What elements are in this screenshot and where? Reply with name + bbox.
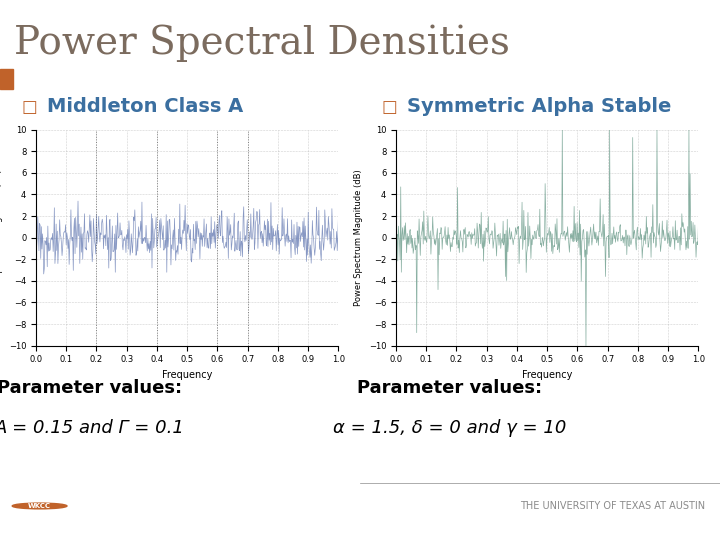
- Text: Power Spectral Densities: Power Spectral Densities: [14, 24, 510, 62]
- FancyBboxPatch shape: [0, 69, 13, 89]
- Text: Middleton Class A: Middleton Class A: [47, 97, 243, 116]
- Y-axis label: Power Spectrum Magnitude (dB): Power Spectrum Magnitude (dB): [0, 169, 3, 306]
- Text: α = 1.5, δ = 0 and γ = 10: α = 1.5, δ = 0 and γ = 10: [333, 419, 567, 437]
- Text: THE UNIVERSITY OF TEXAS AT AUSTIN: THE UNIVERSITY OF TEXAS AT AUSTIN: [521, 501, 706, 511]
- Text: □: □: [22, 98, 37, 116]
- Circle shape: [12, 503, 67, 509]
- Text: Symmetric Alpha Stable: Symmetric Alpha Stable: [407, 97, 671, 116]
- Text: □: □: [382, 98, 397, 116]
- X-axis label: Frequency: Frequency: [162, 370, 212, 380]
- X-axis label: Frequency: Frequency: [522, 370, 572, 380]
- Text: Parameter values:: Parameter values:: [357, 379, 543, 397]
- Y-axis label: Power Spectrum Magnitude (dB): Power Spectrum Magnitude (dB): [354, 169, 363, 306]
- Text: Parameter values:: Parameter values:: [0, 379, 183, 397]
- Text: WKCC: WKCC: [28, 503, 51, 509]
- Text: A = 0.15 and Γ = 0.1: A = 0.15 and Γ = 0.1: [0, 419, 185, 437]
